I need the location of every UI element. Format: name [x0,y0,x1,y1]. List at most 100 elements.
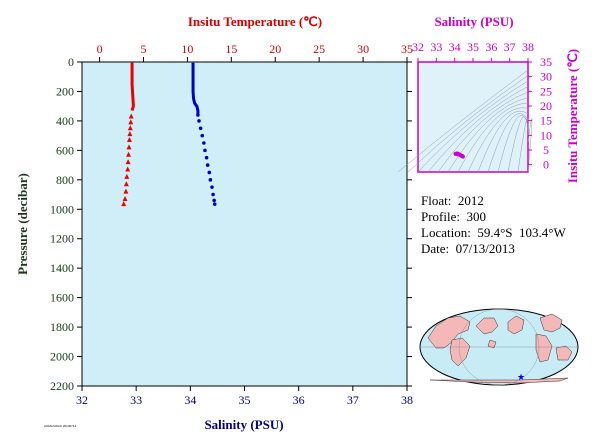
temperature-point [123,188,129,194]
salinity-point [212,202,217,206]
y-tick-label: 1600 [50,291,74,305]
density-contour [447,97,529,173]
main-plot-area [81,61,408,387]
temperature-point [126,151,132,157]
y-tick-label: 1000 [50,202,74,216]
date-text: Date: 07/13/2013 [421,241,515,256]
ts-x-tick-label: 36 [485,40,497,54]
salinity-point [205,163,210,167]
top-tick-label: 35 [401,42,413,56]
ts-x-tick-label: 37 [504,40,516,54]
ts-y-tick-label: 5 [543,143,549,157]
temperature-point [126,137,132,143]
ts-y-tick-label: 0 [543,158,549,172]
salinity-point [198,126,203,131]
ts-x-tick-label: 34 [449,40,461,54]
density-contour [457,102,529,173]
salinity-point [211,192,215,197]
temperature-point [126,144,132,150]
ts-x-axis-label: Salinity (PSU) [434,14,513,29]
temperature-point [125,159,131,165]
salinity-point [207,170,212,175]
density-contour [427,86,529,173]
ts-x-tick-label: 32 [412,40,424,54]
ts-plot-series [453,151,465,159]
salinity-point [212,198,216,203]
ts-y-tick-label: 10 [540,128,552,142]
temperature-point [121,201,127,207]
salinity-point [208,178,213,182]
y-tick-label: 1200 [50,232,74,246]
bottom-tick-label: 33 [130,393,142,407]
main-axes-ticks: 0 5 10 15 20 25 30 35 32 33 34 35 36 37 38 0 200 400 600 80… [50,42,413,407]
ts-x-tick-label: 38 [522,40,534,54]
temperature-point [124,173,130,179]
ts-point [455,152,460,157]
top-tick-label: 0 [97,42,103,56]
temperature-point [127,131,133,137]
bottom-tick-label: 32 [76,393,88,407]
temperature-point [125,166,131,172]
top-tick-label: 10 [181,42,193,56]
salinity-profile-line [191,62,200,116]
density-contour [407,75,529,173]
temperature-point [122,195,128,201]
bottom-tick-label: 38 [401,393,413,407]
map-graticule [420,308,578,386]
float-location-marker-icon: ★ [517,372,525,382]
ts-y-axis-label: Insitu Temperature (℃) [565,49,580,183]
ts-point [460,154,465,159]
temperature-profile-line [130,62,135,112]
top-tick-label: 25 [313,42,325,56]
temperature-point [127,125,133,131]
bottom-tick-label: 36 [293,393,305,407]
y-tick-label: 2000 [50,350,74,364]
ts-y-tick-label: 35 [540,55,552,69]
density-contour [517,117,529,173]
density-contour [477,110,529,173]
world-map: ★ [419,308,579,386]
density-contour [397,69,529,173]
salinity-point [200,133,205,138]
density-contour [417,80,529,173]
top-tick-label: 30 [357,42,369,56]
ts-x-tick-label: 33 [430,40,442,54]
density-contour [437,91,529,173]
top-axis-label: Insitu Temperature (℃) [188,14,322,29]
ts-y-tick-label: 25 [540,84,552,98]
y-tick-label: 2200 [50,379,74,393]
salinity-point [196,113,200,117]
ts-x-tick-label: 35 [467,40,479,54]
y-tick-label: 1400 [50,261,74,275]
map-land [427,313,573,384]
salinity-point [202,141,206,145]
density-contour [507,116,529,173]
top-tick-label: 5 [140,42,146,56]
bottom-tick-label: 37 [347,393,359,407]
y-tick-label: 1800 [50,320,74,334]
top-tick-label: 15 [225,42,237,56]
ts-density-contours [397,69,533,173]
float-number: Float: 2012 [421,193,484,208]
salinity-point [203,148,207,153]
ts-y-tick-label: 30 [540,70,552,84]
temperature-point [123,181,129,187]
y-tick-label: 800 [56,173,74,187]
temperature-point [128,119,134,125]
salinity-point [204,155,209,160]
y-tick-label: 600 [56,143,74,157]
ts-y-tick-label: 15 [540,114,552,128]
main-plot-series [121,62,217,207]
salinity-point [197,119,201,123]
profile-number: Profile: 300 [421,209,486,224]
y-axis-label: Pressure (decibar) [15,173,30,275]
salinity-point [210,185,214,189]
bottom-tick-label: 35 [239,393,251,407]
ts-y-tick-label: 20 [540,99,552,113]
y-tick-label: 400 [56,114,74,128]
temperature-point [128,113,134,119]
density-contour [467,107,529,173]
location-text: Location: 59.4°S 103.4°W [421,225,566,240]
